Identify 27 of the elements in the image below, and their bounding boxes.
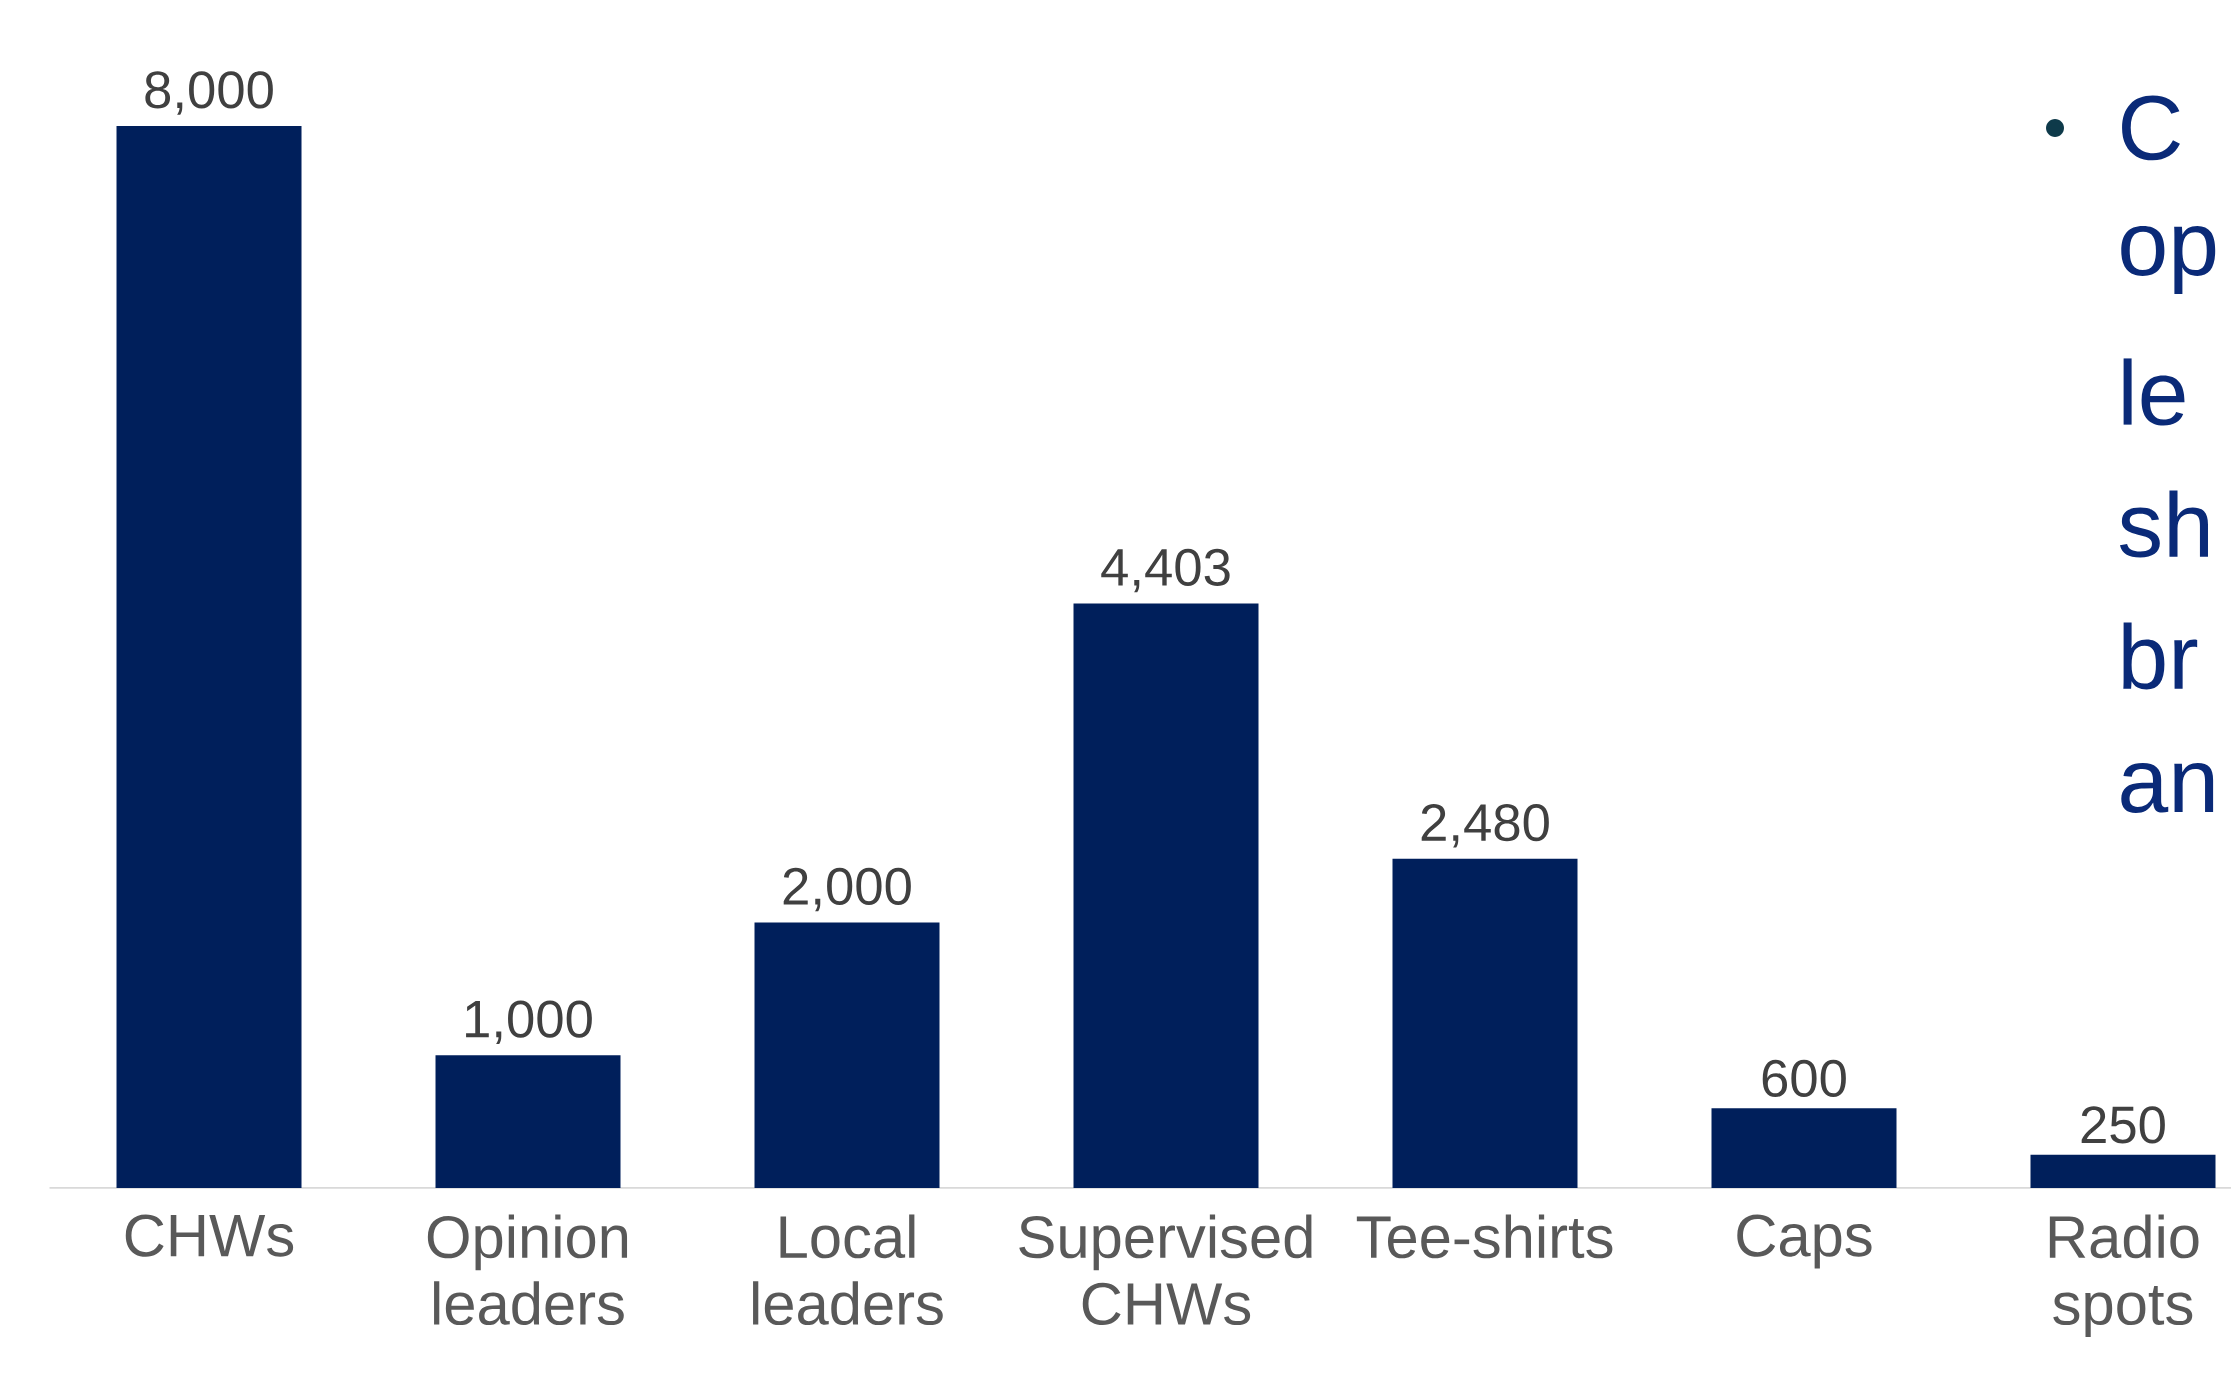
data-label: 2,000 xyxy=(783,867,911,912)
bar xyxy=(435,1055,621,1188)
bar xyxy=(1711,1108,1897,1188)
bar xyxy=(1073,603,1259,1188)
x-tick-label: Supervised CHWs xyxy=(1019,1214,1312,1326)
bar xyxy=(2030,1154,2216,1188)
x-tick-label: Caps xyxy=(1737,1214,1872,1269)
data-label: 250 xyxy=(2081,1106,2165,1144)
x-tick-label: Local leaders xyxy=(753,1214,943,1326)
data-label: 600 xyxy=(1762,1059,1846,1098)
data-label: 1,000 xyxy=(466,1000,592,1044)
x-tick-label: Opinion leaders xyxy=(427,1214,628,1326)
bar xyxy=(116,126,302,1188)
x-tick-label: CHWs xyxy=(125,1214,294,1257)
data-label: 2,480 xyxy=(1421,803,1549,848)
x-tick-label: Tee-shirts xyxy=(1356,1214,1613,1259)
annotation: an xyxy=(2121,762,2214,814)
bar xyxy=(754,922,940,1188)
annotation: op xyxy=(2121,225,2216,295)
data-label: 8,000 xyxy=(145,71,273,115)
annotation: le xyxy=(2123,358,2185,426)
bar xyxy=(1392,858,1578,1188)
annotation: sh xyxy=(2119,490,2208,558)
annotation: C xyxy=(2122,95,2180,161)
annotation: br xyxy=(2123,622,2198,690)
data-label: 4,403 xyxy=(1101,548,1230,593)
x-tick-label: Radio spots xyxy=(2049,1214,2199,1337)
